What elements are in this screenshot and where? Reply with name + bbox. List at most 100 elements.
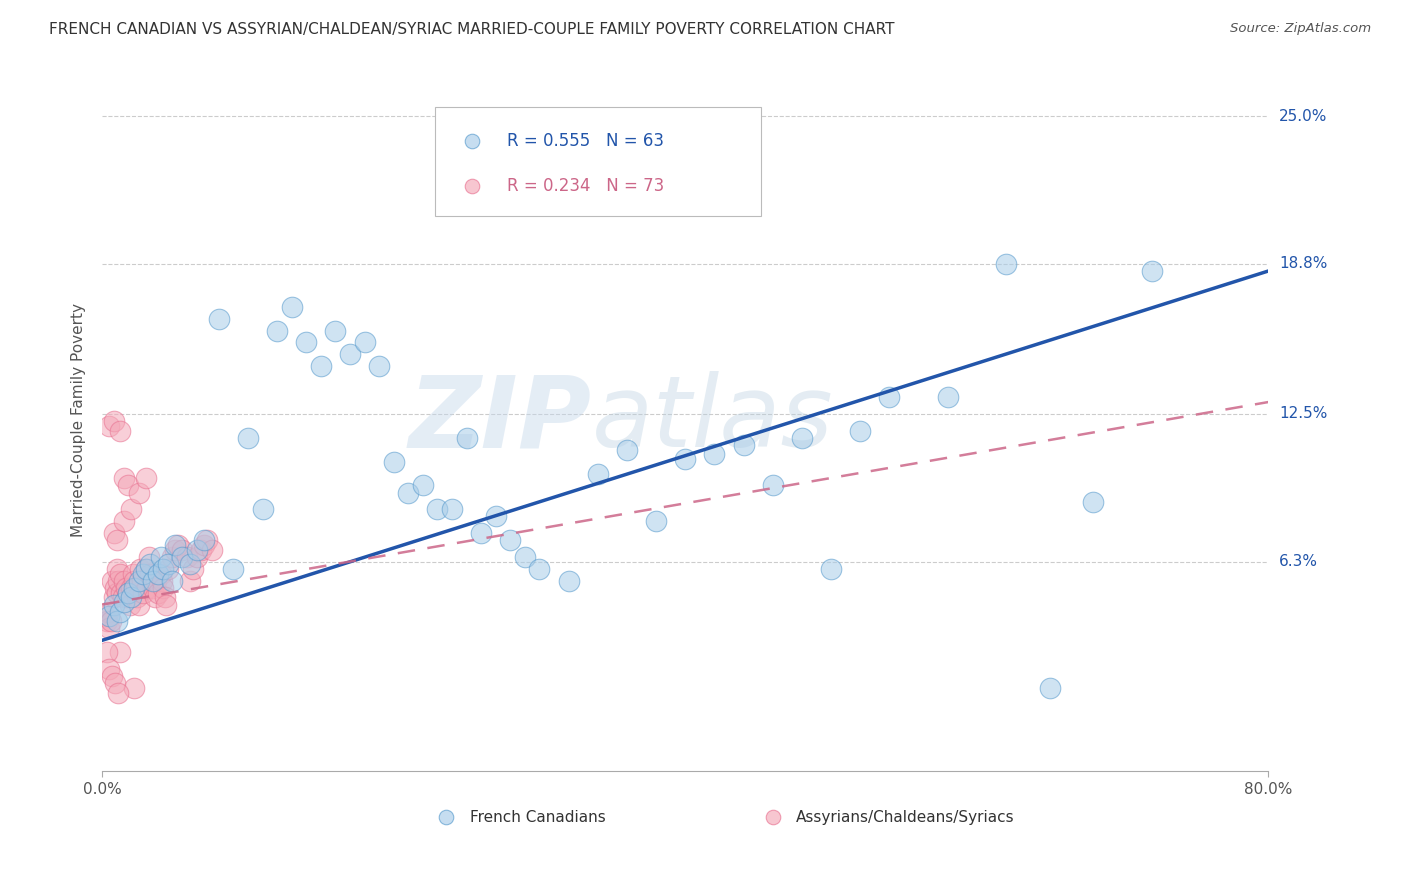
Point [673, 452, 696, 467]
Point [645, 514, 668, 528]
Point [105, 562, 128, 576]
Point [470, 526, 492, 541]
FancyBboxPatch shape [434, 107, 761, 216]
Text: FRENCH CANADIAN VS ASSYRIAN/CHALDEAN/SYRIAC MARRIED-COUPLE FAMILY POVERTY CORREL: FRENCH CANADIAN VS ASSYRIAN/CHALDEAN/SYR… [49, 22, 894, 37]
Point [100, 614, 122, 628]
Point [98, 662, 121, 676]
Point [117, 585, 139, 599]
Point [120, 581, 142, 595]
Point [117, 585, 139, 599]
Point [179, 557, 201, 571]
Point [186, 542, 208, 557]
Text: atlas: atlas [592, 371, 834, 468]
Point [94, 609, 117, 624]
Text: 18.8%: 18.8% [1279, 256, 1327, 271]
Point [139, 557, 162, 571]
Point [193, 533, 215, 548]
Point [1140, 264, 1163, 278]
Point [118, 598, 141, 612]
Point [96, 645, 118, 659]
Point [127, 591, 149, 605]
Point [522, 860, 544, 874]
Point [141, 574, 163, 588]
Point [107, 686, 129, 700]
Point [105, 533, 128, 548]
Point [325, 324, 347, 338]
Point [733, 438, 755, 452]
Point [936, 390, 959, 404]
Point [111, 591, 134, 605]
Text: Source: ZipAtlas.com: Source: ZipAtlas.com [1230, 22, 1371, 36]
Point [149, 566, 172, 581]
Point [104, 581, 127, 595]
Point [105, 614, 128, 628]
Point [1039, 681, 1062, 695]
Point [222, 562, 245, 576]
Point [128, 485, 150, 500]
Point [103, 591, 125, 605]
Point [236, 431, 259, 445]
Point [108, 605, 131, 619]
Y-axis label: Married-Couple Family Poverty: Married-Couple Family Poverty [72, 303, 86, 537]
Point [139, 566, 162, 581]
Point [586, 467, 609, 481]
Point [790, 431, 813, 445]
Point [309, 359, 332, 374]
Point [190, 542, 212, 557]
Text: 25.0%: 25.0% [1279, 109, 1327, 124]
Point [96, 614, 118, 628]
Text: 12.5%: 12.5% [1279, 407, 1327, 422]
Point [138, 549, 160, 564]
Point [167, 538, 190, 552]
Point [149, 549, 172, 564]
Point [131, 574, 153, 588]
Point [108, 645, 131, 659]
Point [150, 574, 173, 588]
Point [513, 549, 536, 564]
Point [112, 471, 135, 485]
Point [103, 598, 125, 612]
Point [280, 300, 302, 314]
Point [104, 676, 127, 690]
Point [172, 549, 194, 564]
Point [179, 574, 201, 588]
Point [762, 478, 785, 492]
Point [153, 591, 176, 605]
Point [616, 442, 638, 457]
Text: French Canadians: French Canadians [470, 810, 605, 824]
Point [135, 562, 157, 576]
Point [124, 581, 146, 595]
Point [165, 542, 187, 557]
Point [117, 478, 139, 492]
Point [208, 311, 231, 326]
Point [186, 549, 208, 564]
Point [152, 581, 174, 595]
Point [136, 581, 159, 595]
Point [1083, 495, 1105, 509]
Point [107, 574, 129, 588]
Point [877, 390, 900, 404]
Point [266, 324, 288, 338]
Point [440, 502, 463, 516]
Point [101, 669, 124, 683]
Point [98, 609, 121, 624]
Point [115, 591, 138, 605]
Point [98, 418, 121, 433]
Point [120, 502, 142, 516]
Point [485, 509, 508, 524]
Point [132, 585, 155, 599]
Point [181, 562, 204, 576]
Point [160, 574, 183, 588]
Point [426, 502, 449, 516]
Point [295, 335, 318, 350]
Point [529, 562, 551, 576]
Point [499, 533, 522, 548]
Point [165, 538, 187, 552]
Point [146, 585, 169, 599]
Point [114, 581, 136, 595]
Point [156, 557, 179, 571]
Point [152, 562, 174, 576]
Point [145, 574, 167, 588]
Point [193, 538, 215, 552]
Point [105, 585, 128, 599]
